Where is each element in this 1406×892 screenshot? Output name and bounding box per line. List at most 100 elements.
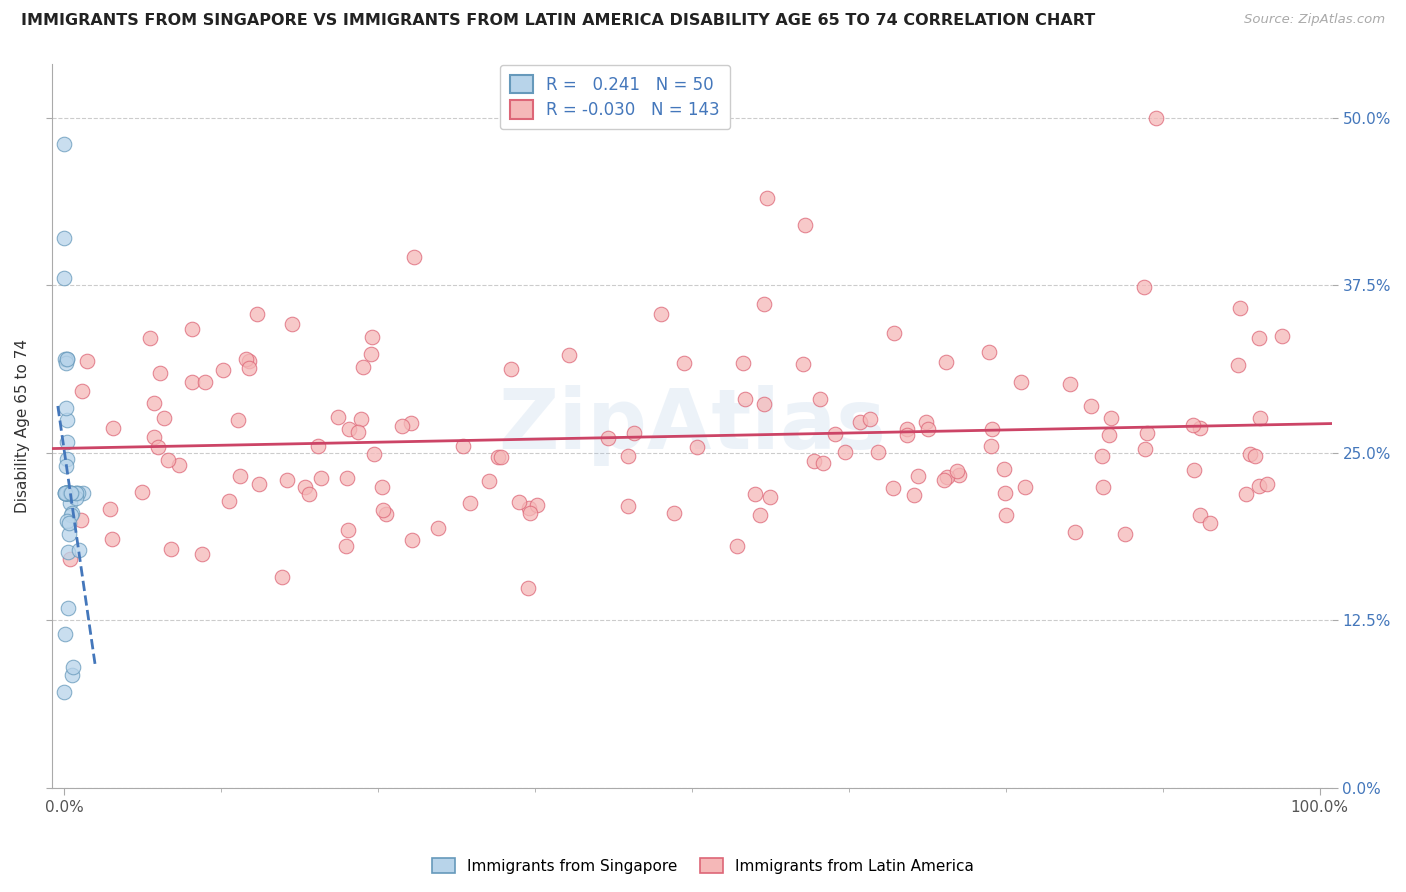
Point: [59, 486, 82, 500]
Text: ZipAtlas: ZipAtlas: [498, 385, 886, 467]
Point: [373, 503, 395, 517]
Point: [328, 410, 350, 425]
Point: [519, 506, 541, 520]
Point: [72, 486, 94, 500]
Point: [307, 439, 329, 453]
Point: [55, 434, 77, 449]
Point: [1247, 479, 1270, 493]
Point: [526, 499, 548, 513]
Point: [1144, 111, 1167, 125]
Y-axis label: Disability Age 65 to 74: Disability Age 65 to 74: [15, 339, 30, 513]
Point: [759, 491, 782, 505]
Point: [1098, 428, 1121, 442]
Point: [478, 474, 501, 488]
Point: [281, 317, 304, 331]
Point: [1189, 508, 1212, 523]
Point: [686, 440, 709, 454]
Point: [404, 250, 426, 264]
Point: [350, 412, 373, 426]
Point: [337, 422, 360, 436]
Point: [501, 362, 523, 376]
Point: [142, 396, 165, 410]
Point: [235, 351, 257, 366]
Point: [993, 462, 1015, 476]
Point: [142, 430, 165, 444]
Point: [932, 473, 955, 487]
Point: [808, 392, 831, 407]
Point: [53, 627, 76, 641]
Point: [617, 499, 640, 513]
Point: [157, 453, 180, 467]
Point: [101, 532, 124, 546]
Point: [60, 506, 83, 520]
Point: [70, 384, 93, 398]
Point: [56, 486, 79, 500]
Point: [882, 482, 904, 496]
Point: [754, 297, 776, 311]
Point: [650, 307, 672, 321]
Point: [65, 486, 87, 500]
Point: [56, 351, 79, 366]
Point: [56, 601, 79, 615]
Point: [793, 218, 815, 232]
Point: [294, 480, 316, 494]
Point: [1099, 411, 1122, 425]
Point: [56, 486, 79, 500]
Point: [946, 464, 969, 478]
Point: [995, 508, 1018, 522]
Point: [66, 486, 89, 500]
Point: [160, 542, 183, 557]
Point: [55, 459, 77, 474]
Point: [1244, 450, 1267, 464]
Point: [1114, 527, 1136, 541]
Point: [803, 454, 825, 468]
Point: [486, 450, 509, 465]
Point: [55, 486, 77, 500]
Point: [733, 356, 755, 370]
Point: [180, 322, 202, 336]
Point: [298, 486, 321, 500]
Point: [56, 486, 79, 500]
Point: [792, 357, 814, 371]
Point: [848, 415, 870, 429]
Point: [67, 542, 90, 557]
Point: [598, 431, 620, 445]
Point: [1188, 421, 1211, 435]
Point: [662, 506, 685, 520]
Point: [55, 356, 77, 370]
Legend: Immigrants from Singapore, Immigrants from Latin America: Immigrants from Singapore, Immigrants fr…: [426, 852, 980, 880]
Point: [53, 486, 76, 500]
Point: [60, 508, 83, 522]
Point: [346, 425, 368, 440]
Point: [59, 552, 82, 566]
Point: [489, 450, 512, 464]
Point: [896, 428, 918, 442]
Text: IMMIGRANTS FROM SINGAPORE VS IMMIGRANTS FROM LATIN AMERICA DISABILITY AGE 65 TO : IMMIGRANTS FROM SINGAPORE VS IMMIGRANTS …: [21, 13, 1095, 29]
Point: [103, 421, 125, 435]
Point: [146, 440, 169, 454]
Point: [53, 351, 76, 366]
Point: [352, 360, 374, 375]
Point: [152, 410, 174, 425]
Point: [1256, 477, 1278, 491]
Point: [58, 486, 80, 500]
Point: [247, 477, 270, 491]
Point: [53, 137, 76, 152]
Point: [1132, 280, 1154, 294]
Point: [226, 413, 249, 427]
Point: [1234, 487, 1257, 501]
Point: [399, 416, 422, 430]
Point: [60, 668, 83, 682]
Point: [55, 486, 77, 500]
Point: [980, 439, 1002, 453]
Point: [1239, 447, 1261, 461]
Point: [935, 470, 957, 484]
Point: [917, 422, 939, 436]
Point: [883, 326, 905, 340]
Point: [65, 486, 87, 500]
Point: [981, 422, 1004, 436]
Point: [1080, 399, 1102, 413]
Point: [517, 501, 540, 516]
Point: [1271, 329, 1294, 343]
Point: [1229, 301, 1251, 316]
